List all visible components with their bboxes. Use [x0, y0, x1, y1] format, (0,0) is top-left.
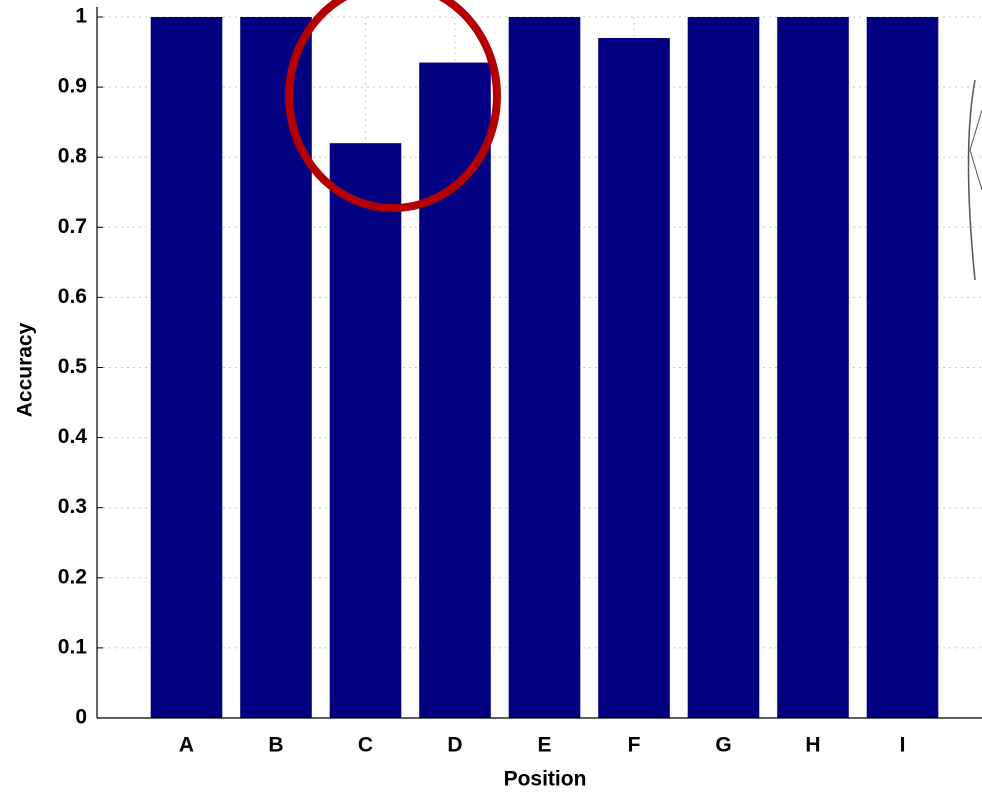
y-tick-label: 0.9 — [58, 75, 87, 98]
x-tick-label: F — [628, 734, 641, 757]
x-tick-label: C — [358, 734, 373, 757]
y-tick-label: 0 — [75, 706, 87, 729]
side-figure-detail — [970, 110, 982, 190]
x-tick-label: B — [268, 734, 283, 757]
x-tick-label: E — [537, 734, 551, 757]
x-axis-label: Position — [504, 768, 587, 791]
y-axis-label: Accuracy — [14, 322, 37, 417]
y-tick-label: 0.2 — [58, 565, 87, 588]
chart: Position Accuracy 0 0.1 0.2 0.3 0.4 0.5 0.6 0.7… — [0, 0, 982, 795]
bar — [688, 17, 760, 718]
y-tick-label: 0.1 — [58, 635, 88, 658]
side-figure — [969, 80, 976, 280]
x-tick-label: G — [715, 734, 731, 757]
bar — [151, 17, 223, 718]
bar — [598, 38, 670, 718]
bar — [240, 17, 312, 718]
x-tick-label: H — [805, 734, 820, 757]
y-tick-label: 0.8 — [58, 145, 88, 168]
y-tick-label: 0.4 — [58, 425, 88, 448]
y-tick-label: 1 — [75, 5, 87, 28]
bar — [867, 17, 939, 718]
bar — [509, 17, 581, 718]
x-tick-label: D — [447, 734, 462, 757]
y-tick-label: 0.7 — [58, 215, 87, 238]
bar — [777, 17, 849, 718]
x-tick-label: A — [179, 734, 194, 757]
bar — [330, 143, 402, 718]
x-tick-label: I — [900, 734, 906, 757]
y-tick-label: 0.6 — [58, 285, 87, 308]
y-tick-label: 0.5 — [58, 355, 88, 378]
y-tick-label: 0.3 — [58, 495, 87, 518]
plot-area: 0 0.1 0.2 0.3 0.4 0.5 0.6 0.7 0.8 0.9 1 A B C D E F G H I — [58, 5, 982, 757]
